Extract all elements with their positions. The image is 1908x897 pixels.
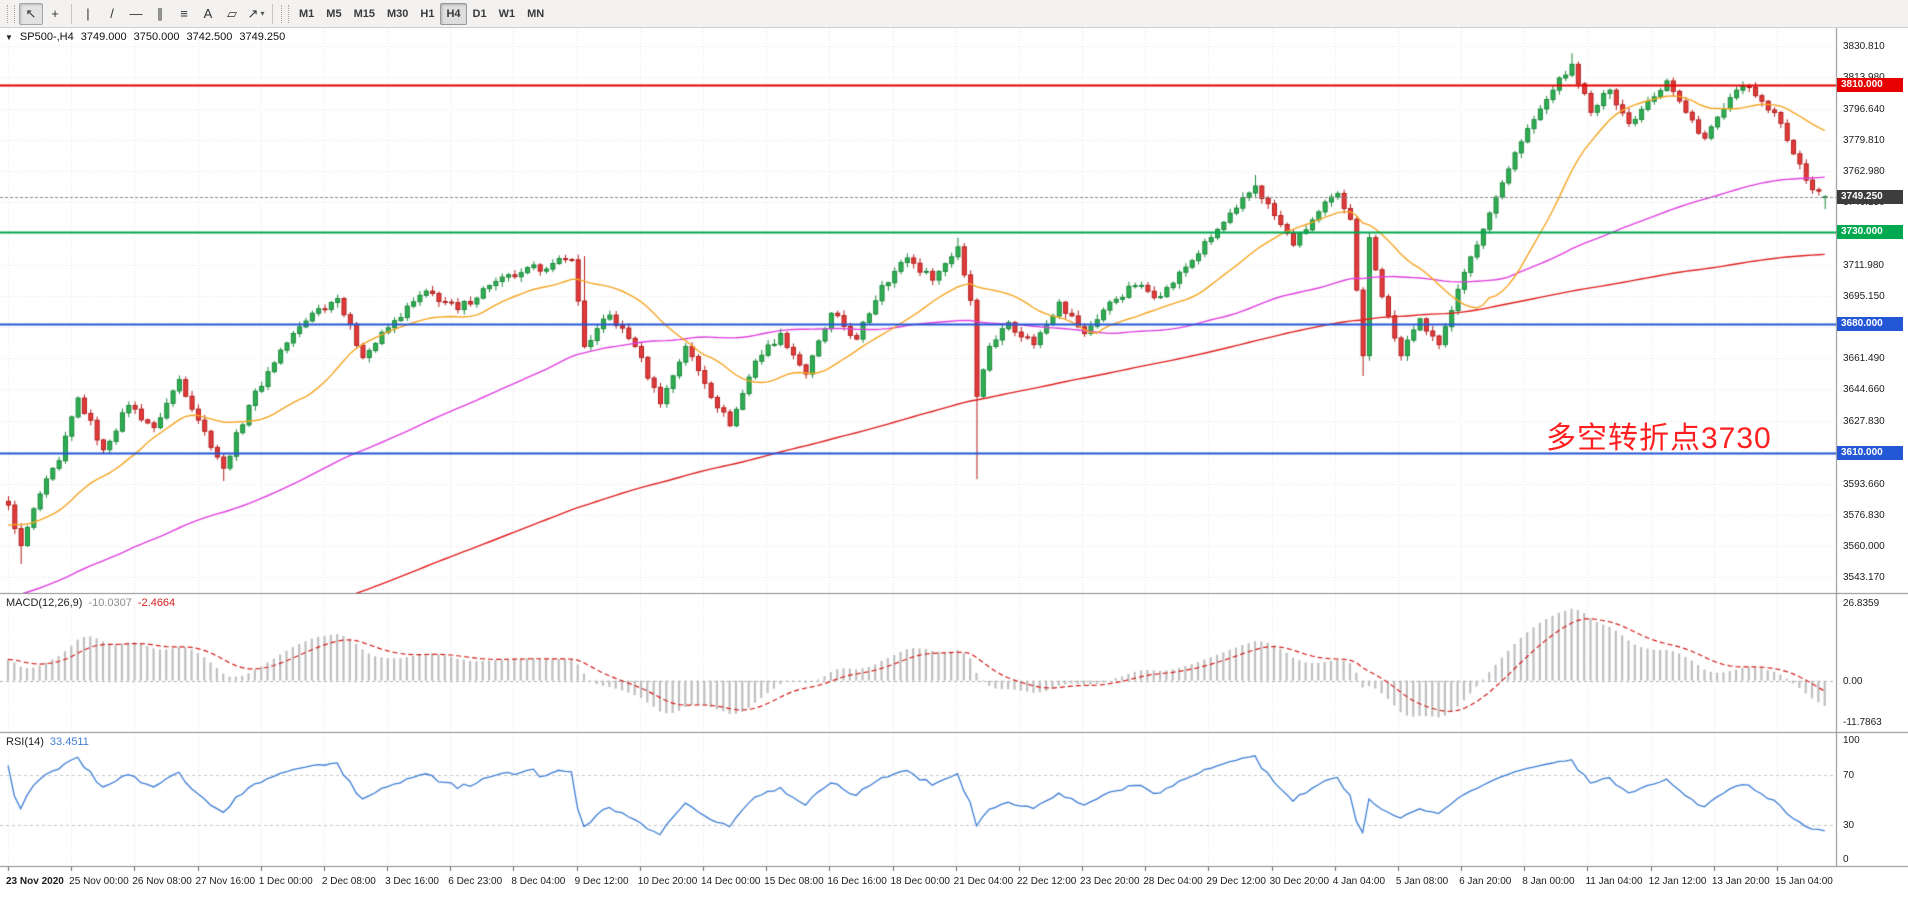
time-axis-label: 30 Dec 20:00	[1269, 876, 1330, 887]
dropdown-caret-icon: ▾	[260, 9, 265, 18]
time-axis-label: 26 Nov 08:00	[132, 876, 192, 887]
time-axis-label: 25 Nov 00:00	[69, 876, 129, 887]
price-axis-label: 3593.660	[1843, 478, 1885, 490]
timeframe-W1[interactable]: W1	[493, 3, 522, 25]
ohlc-header: ▼ SP500-,H4 3749.000 3750.000 3742.500 3…	[5, 31, 285, 43]
time-axis-label: 6 Dec 23:00	[448, 876, 503, 887]
macd-axis-max-label: 26.8359	[1843, 598, 1880, 609]
toolbar-grip[interactable]	[7, 4, 15, 23]
price-axis-label: 3796.640	[1843, 104, 1885, 116]
time-axis-label: 11 Jan 04:00	[1585, 876, 1643, 887]
time-axis-label: 10 Dec 20:00	[637, 876, 698, 887]
time-axis-label: 16 Dec 16:00	[827, 876, 887, 887]
price-axis-label: 3560.000	[1843, 540, 1885, 552]
time-axis-label: 9 Dec 12:00	[574, 876, 629, 887]
tool-vertical-line-icon[interactable]: |	[76, 3, 100, 25]
time-axis-label: 23 Dec 20:00	[1080, 876, 1140, 887]
tool-equidistant-channel-icon[interactable]: ∥	[148, 3, 172, 25]
time-axis-label: 3 Dec 16:00	[385, 876, 439, 887]
toolbar-divider	[272, 3, 273, 24]
time-axis-label: 5 Jan 08:00	[1395, 876, 1449, 887]
trend-annotation[interactable]: 多空转折点3730	[1546, 422, 1772, 455]
rsi-name: RSI(14)	[6, 736, 44, 748]
tool-fibonacci-icon[interactable]: ≡	[172, 3, 196, 25]
tool-text-icon[interactable]: A	[196, 3, 220, 25]
tool-arrows-dropdown-icon[interactable]: ↗ ▾	[244, 3, 268, 25]
rsi-axis-label-70: 70	[1843, 769, 1855, 781]
time-axis-label: 4 Jan 04:00	[1332, 876, 1386, 887]
rsi-label: RSI(14) 33.4511	[6, 736, 89, 748]
toolbar: ↖ + | / — ∥ ≡ A ▱ ↗ ▾ M1 M5 M15 M30 H1 H4 D1 W1 MN	[0, 0, 1908, 28]
time-axis-label: 18 Dec 00:00	[890, 876, 951, 887]
price-axis-label: 3695.150	[1843, 291, 1885, 303]
macd-signal-value: -2.4664	[137, 597, 176, 609]
price-axis-label: 3762.980	[1843, 166, 1885, 178]
chart-canvas[interactable]	[0, 28, 1908, 897]
bar-open-value: 3749.000	[80, 31, 127, 43]
chart-menu-icon[interactable]: ▼	[5, 32, 13, 42]
time-axis-label: 28 Dec 04:00	[1143, 876, 1203, 887]
tool-horizontal-line-icon[interactable]: —	[124, 3, 148, 25]
bar-high-value: 3750.000	[133, 31, 180, 43]
price-axis-label: 3711.980	[1843, 260, 1884, 272]
bar-low-value: 3742.500	[186, 31, 233, 43]
time-axis-label: 14 Dec 00:00	[700, 876, 761, 887]
current-price-tag: 3749.250	[1837, 189, 1903, 204]
time-axis-label: 12 Jan 12:00	[1648, 876, 1707, 887]
time-axis-label: 15 Jan 04:00	[1775, 876, 1833, 887]
hline-tag-3730.000[interactable]: 3730.000	[1837, 225, 1903, 240]
time-axis-label: 21 Dec 04:00	[953, 876, 1014, 887]
tool-text-label-icon[interactable]: ▱	[220, 3, 244, 25]
time-axis-label: 8 Jan 00:00	[1522, 876, 1575, 887]
time-axis-label: 13 Jan 20:00	[1711, 876, 1770, 887]
symbol-period-label: SP500-,H4	[19, 31, 74, 43]
timeframe-H4[interactable]: H4	[440, 2, 467, 25]
time-axis-label: 29 Dec 12:00	[1206, 876, 1266, 887]
hline-tag-3810.000[interactable]: 3810.000	[1837, 77, 1903, 92]
time-axis-label: 23 Nov 2020	[6, 876, 64, 887]
tool-crosshair-icon[interactable]: +	[43, 3, 67, 25]
macd-main-value: -10.0307	[88, 597, 132, 609]
price-axis-label: 3830.810	[1843, 41, 1885, 53]
time-axis-label: 27 Nov 16:00	[195, 876, 256, 887]
price-axis-label: 3661.490	[1843, 353, 1885, 365]
timeframe-M15[interactable]: M15	[348, 3, 381, 25]
price-axis-label: 3644.660	[1843, 384, 1885, 396]
bar-close-value: 3749.250	[239, 31, 286, 43]
macd-axis-min-label: -11.7863	[1843, 717, 1882, 728]
timeframe-D1[interactable]: D1	[467, 3, 493, 25]
tool-cursor-icon[interactable]: ↖	[19, 2, 43, 25]
tool-trendline-icon[interactable]: /	[100, 3, 124, 25]
timeframe-M30[interactable]: M30	[381, 3, 414, 25]
macd-label: MACD(12,26,9) -10.0307 -2.4664	[6, 597, 175, 609]
time-axis-label: 22 Dec 12:00	[1016, 876, 1077, 887]
time-axis-label: 1 Dec 00:00	[258, 876, 313, 887]
rsi-axis-label-100: 100	[1843, 735, 1860, 746]
rsi-value: 33.4511	[49, 736, 89, 748]
price-axis-label: 3576.830	[1843, 509, 1885, 521]
price-axis-label: 3627.830	[1843, 415, 1885, 427]
rsi-axis-label-30: 30	[1843, 819, 1855, 831]
time-axis-label: 8 Dec 04:00	[511, 876, 566, 887]
timeframe-H1[interactable]: H1	[414, 3, 440, 25]
chart-area: ▼ SP500-,H4 3749.000 3750.000 3742.500 3…	[0, 28, 1908, 897]
time-axis-label: 15 Dec 08:00	[764, 876, 824, 887]
toolbar-grip[interactable]	[281, 4, 289, 23]
time-axis-label: 6 Jan 20:00	[1459, 876, 1512, 887]
hline-tag-3680.000[interactable]: 3680.000	[1837, 317, 1903, 332]
time-axis-label: 2 Dec 08:00	[321, 876, 376, 887]
timeframe-M1[interactable]: M1	[293, 3, 320, 25]
timeframe-M5[interactable]: M5	[320, 3, 347, 25]
hline-tag-3610.000[interactable]: 3610.000	[1837, 446, 1903, 461]
macd-axis-zero-label: 0.00	[1843, 675, 1863, 687]
chart-overlay: ▼ SP500-,H4 3749.000 3750.000 3742.500 3…	[0, 28, 1908, 897]
toolbar-divider	[71, 3, 72, 24]
rsi-axis-label-0: 0	[1843, 854, 1849, 865]
price-axis-label: 3779.810	[1843, 135, 1885, 147]
macd-name: MACD(12,26,9)	[6, 597, 83, 609]
price-axis-label: 3543.170	[1843, 571, 1885, 583]
timeframe-MN[interactable]: MN	[521, 3, 550, 25]
